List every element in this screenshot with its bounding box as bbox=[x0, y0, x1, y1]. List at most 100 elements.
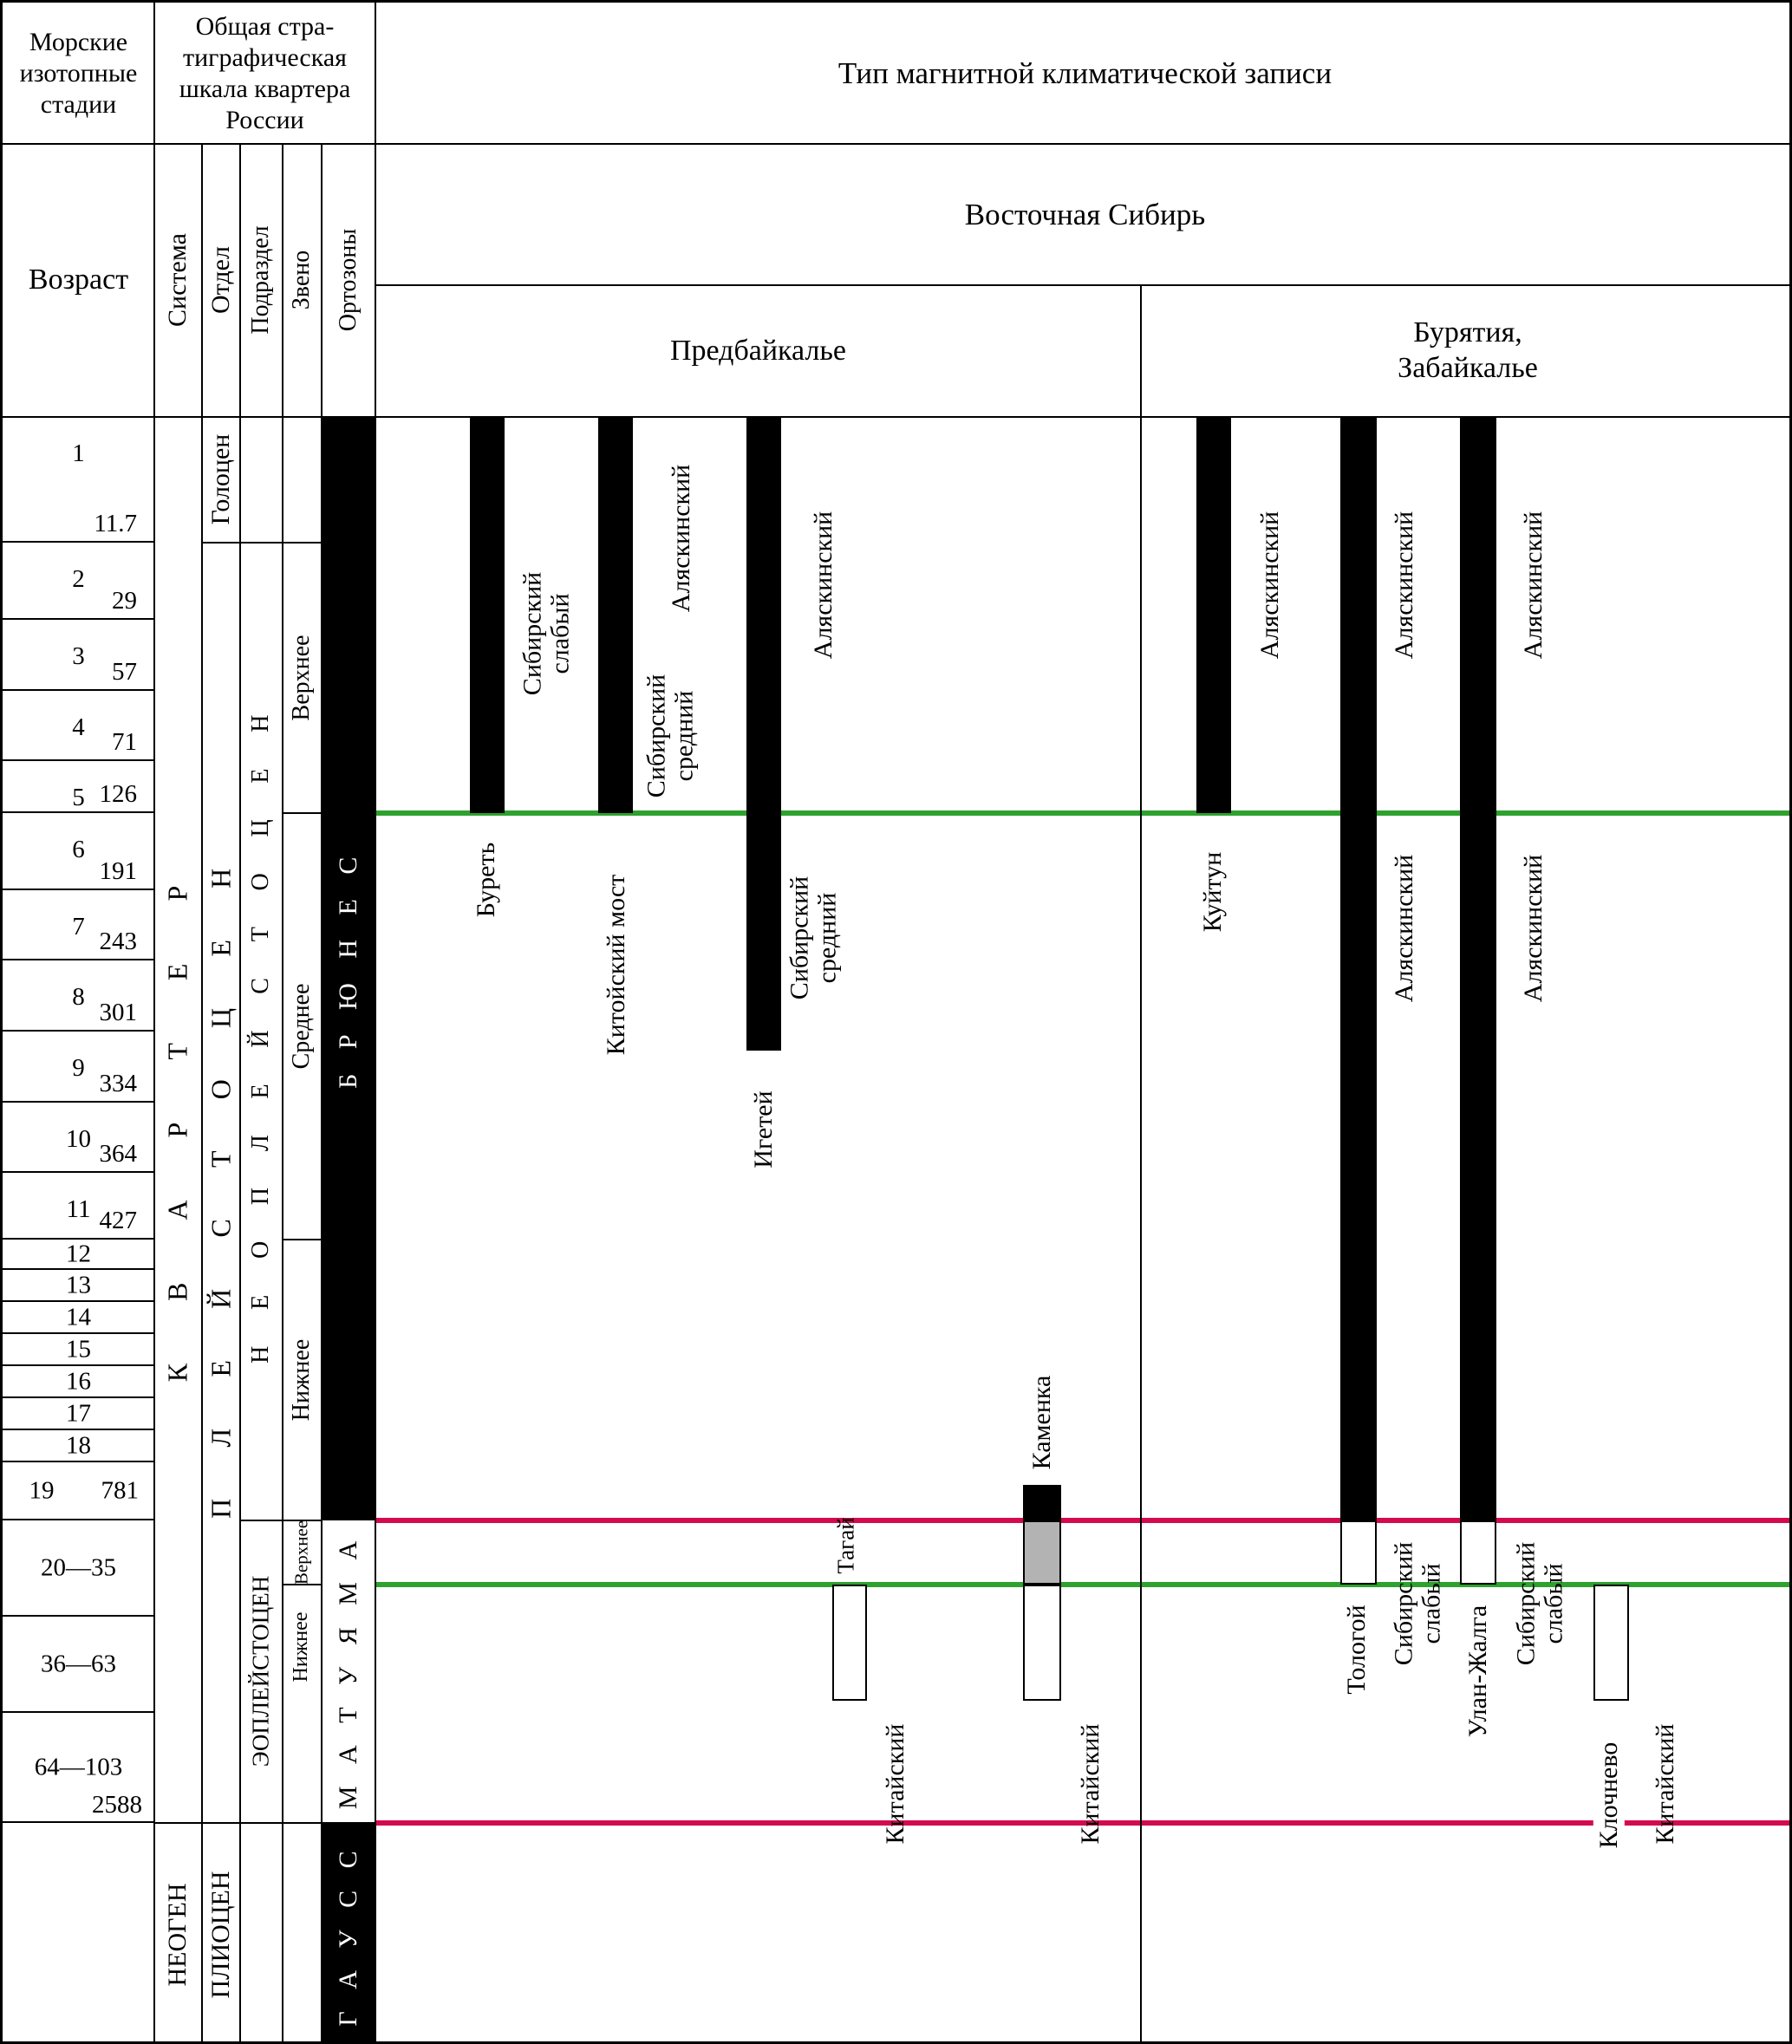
mis-row: 1 11.7 bbox=[3, 417, 154, 543]
mis-row: 6 191 bbox=[3, 813, 154, 890]
grid-hline bbox=[283, 1239, 322, 1240]
mis-row: 10 364 bbox=[3, 1103, 154, 1173]
column-header-system: Система bbox=[162, 233, 192, 327]
boundary-line-red bbox=[375, 1820, 1789, 1826]
column-header-zveno: Звено bbox=[287, 250, 315, 310]
grid-hline bbox=[3, 143, 1789, 145]
tagay-bar bbox=[832, 1585, 867, 1701]
mis-stage-number: 11 bbox=[66, 1195, 91, 1223]
mis-row: 4 71 bbox=[3, 691, 154, 761]
grid-hline bbox=[202, 542, 322, 544]
record-label-siberian-weak: Сибирский слабый bbox=[1389, 1541, 1446, 1666]
tologoy-bar-black bbox=[1340, 417, 1377, 1520]
mis-row: 13 bbox=[3, 1270, 154, 1302]
grid-vline bbox=[375, 3, 376, 2041]
mis-age-value: 126 bbox=[99, 780, 138, 808]
record-label-alaskan: Аляскинский bbox=[1389, 854, 1418, 1003]
quaternary-label: К В А Р Т Е Р bbox=[161, 857, 193, 1383]
record-label-chinese: Китайский bbox=[1650, 1723, 1679, 1845]
mis-row bbox=[3, 1823, 154, 2041]
grid-vline bbox=[239, 144, 241, 2041]
section-label-kamenka: Каменка bbox=[1026, 1375, 1056, 1470]
subregion-header-predbaikalye: Предбайкалье bbox=[669, 334, 847, 367]
grid-vline bbox=[153, 3, 155, 2041]
grid-vline bbox=[282, 144, 283, 2041]
section-label-igetey: Игетей bbox=[748, 1090, 778, 1168]
mis-age-value: 2588 bbox=[92, 1791, 142, 1819]
orthozone-brunhes-bar bbox=[322, 417, 375, 1520]
mis-stage-number: 10 bbox=[66, 1125, 91, 1153]
mis-age-value: 71 bbox=[112, 728, 137, 756]
mis-age-value: 29 bbox=[112, 587, 137, 615]
mis-age-value: 301 bbox=[99, 999, 138, 1026]
column-header-podrazdel: Подраздел bbox=[246, 225, 274, 335]
mis-row: 14 bbox=[3, 1302, 154, 1334]
orthozone-gauss-bar bbox=[322, 1823, 375, 2041]
record-label-chinese: Китайский bbox=[880, 1723, 909, 1845]
section-label-tologoy: Тологой bbox=[1341, 1605, 1371, 1695]
record-label-alaskan: Аляскинский bbox=[1254, 511, 1284, 660]
mis-stage-number: 2 bbox=[72, 565, 85, 593]
pleistocene-label: П Л Е Й С Т О Ц Е Н bbox=[205, 846, 237, 1519]
holocene-label: Голоцен bbox=[205, 433, 235, 525]
mis-stage-number: 12 bbox=[66, 1240, 91, 1267]
mis-stage-number: 17 bbox=[66, 1399, 91, 1427]
mis-age-value: 11.7 bbox=[94, 510, 137, 537]
link-eo-lower-label: Нижнее bbox=[290, 1611, 313, 1683]
neogene-label: НЕОГЕН bbox=[162, 1883, 192, 1987]
mis-stage-number: 16 bbox=[66, 1367, 91, 1395]
mis-stage-range: 20—35 bbox=[41, 1553, 116, 1581]
mis-stage-number: 8 bbox=[72, 983, 85, 1011]
mis-stage-number: 1 bbox=[72, 439, 85, 467]
mis-row: 18 bbox=[3, 1430, 154, 1462]
record-label-alaskan: Аляскинский bbox=[666, 464, 695, 613]
neopleistocene-label: Н Е О П Л Е Й С Т О Ц Е Н bbox=[246, 700, 274, 1364]
column-header-orthozones: Ортозоны bbox=[334, 228, 362, 332]
brunhes-label: Б Р Ю Н Е С bbox=[333, 848, 362, 1089]
link-middle-label: Среднее bbox=[287, 983, 315, 1070]
record-type-header: Тип магнитной климатической записи bbox=[837, 55, 1333, 90]
grid-vline bbox=[1140, 285, 1142, 2041]
kamenka-bar-gray bbox=[1023, 1520, 1061, 1585]
mis-row: 64—103 2588 bbox=[3, 1713, 154, 1823]
link-eo-upper-label: Верхнее bbox=[290, 1520, 312, 1585]
gauss-label: Г А У С С bbox=[333, 1843, 362, 2027]
mis-stage-number: 6 bbox=[72, 836, 85, 863]
kamenka-bar-white bbox=[1023, 1585, 1061, 1701]
matuyama-label: М А Т У Я М А bbox=[333, 1533, 362, 1810]
record-label-alaskan: Аляскинский bbox=[1518, 854, 1548, 1003]
subregion-header-buryatia: Бурятия, Забайкалье bbox=[1398, 316, 1538, 384]
grid-vline bbox=[201, 144, 203, 2041]
mis-stage-number: 3 bbox=[72, 642, 85, 670]
column-header-otdel: Отдел bbox=[205, 246, 235, 314]
link-upper-label: Верхнее bbox=[287, 635, 315, 721]
section-label-tagay: Тагай bbox=[832, 1517, 859, 1574]
mis-row: 5 126 bbox=[3, 761, 154, 813]
grid-vline bbox=[321, 144, 323, 2041]
mis-row: 19 781 bbox=[3, 1462, 154, 1520]
mis-row: 16 bbox=[3, 1366, 154, 1398]
grid-hline bbox=[154, 1822, 375, 1824]
boundary-line-green bbox=[375, 810, 1789, 816]
mis-age-value: 364 bbox=[99, 1140, 138, 1168]
mis-row: 20—35 bbox=[3, 1520, 154, 1617]
record-label-siberian-weak: Сибирский слабый bbox=[518, 571, 575, 696]
record-label-siberian-middle: Сибирский средний bbox=[642, 674, 699, 798]
eopleistocene-label: ЭОПЛЕЙСТОЦЕН bbox=[247, 1575, 274, 1767]
mis-age-value: 427 bbox=[99, 1207, 138, 1234]
mis-row: 9 334 bbox=[3, 1032, 154, 1103]
igetey-bar bbox=[746, 417, 781, 1051]
mis-column-header: Морские изотопные стадии bbox=[19, 27, 138, 119]
mis-stage-number: 14 bbox=[66, 1303, 91, 1331]
record-label-siberian-middle: Сибирский средний bbox=[785, 876, 842, 1000]
mis-stage-number: 4 bbox=[72, 713, 85, 741]
scale-column-header: Общая стра- тиграфическая шкала квартера… bbox=[179, 11, 351, 134]
mis-stage-number: 19 bbox=[29, 1476, 55, 1504]
record-label-alaskan: Аляскинский bbox=[808, 511, 837, 660]
boundary-line-green bbox=[375, 1582, 1789, 1587]
mis-age-value: 57 bbox=[112, 658, 137, 686]
section-label-ulan-zhalga: Улан-Жалга bbox=[1463, 1605, 1492, 1738]
link-lower-label: Нижнее bbox=[287, 1338, 315, 1422]
ulan-zhalga-bar-black bbox=[1460, 417, 1496, 1520]
